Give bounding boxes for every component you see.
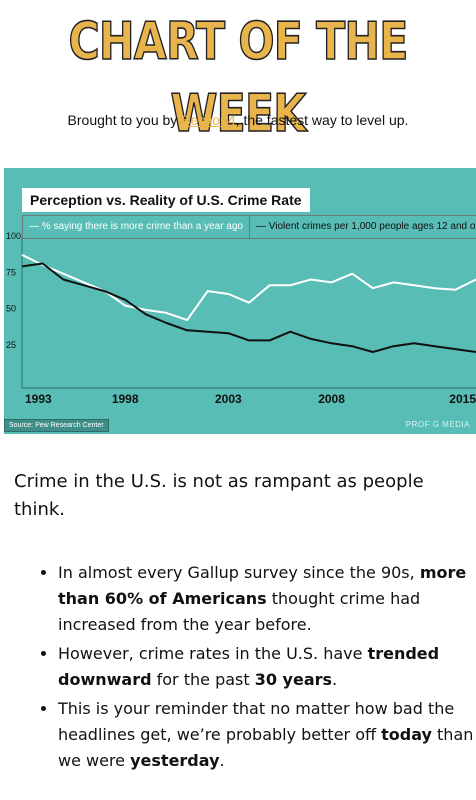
bullet-list: In almost every Gallup survey since the … <box>34 560 476 777</box>
headline: CHART OF THE WEEK <box>68 11 409 145</box>
chart-svg: 100 75 50 25 1993 1998 2003 2008 2015 <box>6 231 476 406</box>
y-tick-label: 75 <box>6 267 16 277</box>
bullet-text: . <box>219 751 225 770</box>
legend-perception: — % saying there is more crime than a ye… <box>23 216 250 238</box>
bullet-text: than we were <box>58 725 474 770</box>
chart-credit: PROF G MEDIA <box>405 420 470 429</box>
bullet-text: for the past <box>151 670 255 689</box>
legend-reality: — Violent crimes per 1,000 people ages 1… <box>250 216 476 238</box>
bullet-emphasis: more than 60% of Americans <box>58 563 467 608</box>
list-item: However, crime rates in the U.S. have tr… <box>58 641 476 693</box>
x-tick-label: 1993 <box>25 392 52 406</box>
chart-legend: — % saying there is more crime than a ye… <box>22 215 476 239</box>
bullet-emphasis: 30 years <box>254 670 333 689</box>
bullet-emphasis: yesterday <box>130 751 220 770</box>
legend-reality-label: Violent crimes per 1,000 people ages 12 … <box>268 221 476 232</box>
y-tick-label: 100 <box>6 231 21 241</box>
bullet-emphasis: today <box>381 725 432 744</box>
byline-suffix: , the fastest way to level up. <box>235 112 409 128</box>
list-item: This is your reminder that no matter how… <box>58 696 476 774</box>
x-tick-label: 2008 <box>318 392 345 406</box>
chart-title: Perception vs. Reality of U.S. Crime Rat… <box>22 188 310 212</box>
lead-paragraph: Crime in the U.S. is not as rampant as p… <box>14 471 424 520</box>
bullet-text: In almost every Gallup survey since the … <box>58 563 420 582</box>
byline-prefix: Brought to you by <box>67 112 182 128</box>
bullet-text: This is your reminder that no matter how… <box>58 699 455 744</box>
legend-perception-label: % saying there is more crime than a year… <box>41 221 243 232</box>
x-tick-label: 2003 <box>215 392 242 406</box>
x-tick-label: 2015 <box>449 392 476 406</box>
byline: Brought to you by Section4, the fastest … <box>0 112 476 128</box>
chart-source: Source: Pew Research Center <box>4 419 109 432</box>
bullet-text: However, crime rates in the U.S. have <box>58 644 368 663</box>
y-tick-label: 25 <box>6 340 16 350</box>
bullet-text: thought crime had increased from the yea… <box>58 589 421 634</box>
crime-rate-line <box>21 262 476 353</box>
crime-chart: 100 75 50 25 1993 1998 2003 2008 2015 <box>4 168 476 434</box>
list-item: In almost every Gallup survey since the … <box>58 560 476 638</box>
x-tick-label: 1998 <box>112 392 139 406</box>
section4-link[interactable]: Section4 <box>181 112 236 128</box>
bullet-emphasis: trended downward <box>58 644 440 689</box>
bullet-text: . <box>332 670 338 689</box>
y-tick-label: 50 <box>6 304 16 314</box>
